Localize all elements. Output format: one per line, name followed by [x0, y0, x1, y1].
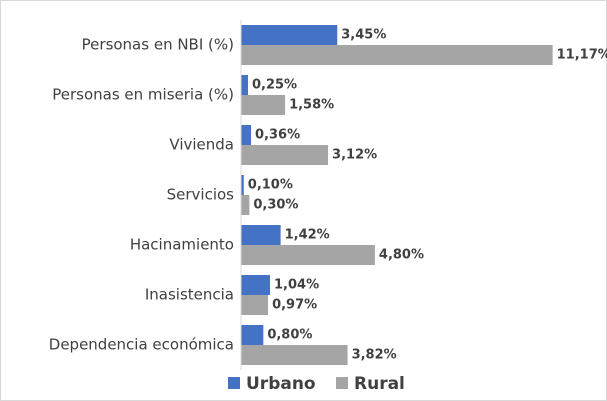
value-label: 3,45% — [341, 28, 386, 43]
value-label: 3,82% — [352, 348, 397, 363]
category-label: Vivienda — [169, 136, 234, 154]
bar — [241, 325, 264, 345]
value-label: 1,42% — [285, 228, 330, 243]
category-label: Dependencia económica — [49, 336, 234, 354]
value-label: 11,17% — [557, 48, 607, 63]
bar — [241, 345, 348, 365]
category-label: Inasistencia — [145, 286, 234, 304]
category-label: Personas en miseria (%) — [52, 86, 234, 104]
bar — [241, 175, 244, 195]
bar — [241, 25, 338, 45]
value-label: 0,25% — [252, 78, 297, 93]
legend-label: Urbano — [246, 374, 316, 394]
bar — [241, 295, 269, 315]
value-label: 0,10% — [248, 178, 293, 193]
bar — [241, 145, 329, 165]
bar — [241, 225, 281, 245]
legend-label: Rural — [354, 374, 405, 394]
category-label: Servicios — [167, 186, 235, 204]
value-label: 0,30% — [253, 198, 298, 213]
value-label: 0,80% — [267, 328, 312, 343]
bar — [241, 45, 553, 65]
value-label: 0,36% — [255, 128, 300, 143]
category-label: Hacinamiento — [130, 236, 234, 254]
bar — [241, 75, 248, 95]
legend-swatch — [336, 377, 348, 389]
bar — [241, 95, 286, 115]
value-label: 0,97% — [272, 298, 317, 313]
bar — [241, 125, 252, 145]
bar — [241, 245, 375, 265]
bar — [241, 275, 271, 295]
value-label: 3,12% — [332, 148, 377, 163]
bar — [241, 195, 250, 215]
value-label: 1,04% — [274, 278, 319, 293]
legend-swatch — [228, 377, 240, 389]
value-label: 4,80% — [379, 248, 424, 263]
value-label: 1,58% — [289, 98, 334, 113]
category-label: Personas en NBI (%) — [82, 36, 234, 54]
